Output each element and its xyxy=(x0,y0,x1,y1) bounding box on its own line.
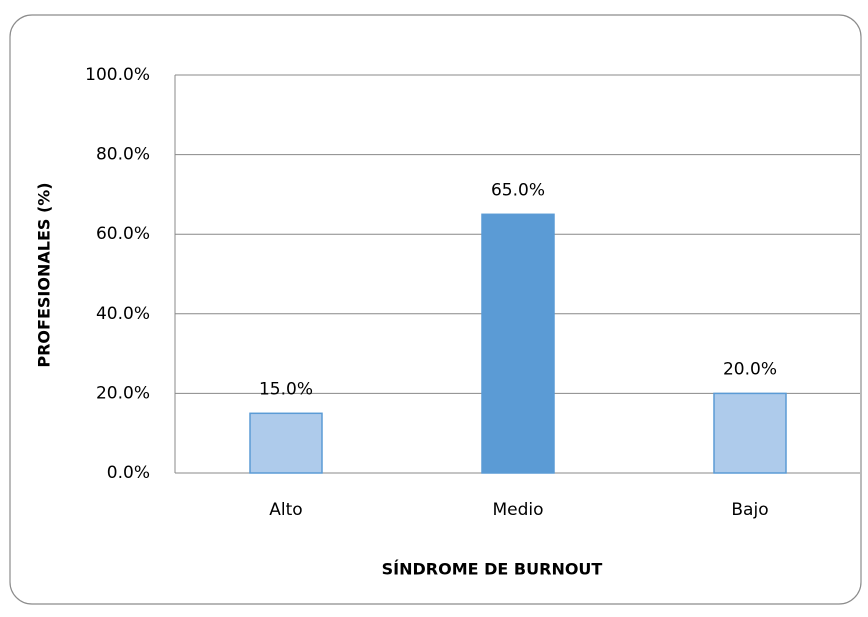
y-tick-label: 80.0% xyxy=(96,145,150,165)
chart-border xyxy=(9,14,862,605)
value-label: 20.0% xyxy=(723,359,777,379)
value-label: 15.0% xyxy=(259,379,313,399)
x-tick-label: Medio xyxy=(492,500,543,520)
x-tick-label: Alto xyxy=(269,500,302,520)
x-tick-label: Bajo xyxy=(731,500,768,520)
bar xyxy=(713,392,787,474)
y-tick-label: 60.0% xyxy=(96,224,150,244)
y-tick-label: 40.0% xyxy=(96,304,150,324)
y-tick-label: 100.0% xyxy=(85,65,150,85)
y-tick-label: 20.0% xyxy=(96,383,150,403)
bar xyxy=(249,412,323,474)
y-tick-label: 0.0% xyxy=(107,463,150,483)
y-axis-title: PROFESIONALES (%) xyxy=(35,182,54,367)
x-axis-title: SÍNDROME DE BURNOUT xyxy=(382,560,603,579)
value-label: 65.0% xyxy=(491,180,545,200)
bar xyxy=(481,213,555,474)
